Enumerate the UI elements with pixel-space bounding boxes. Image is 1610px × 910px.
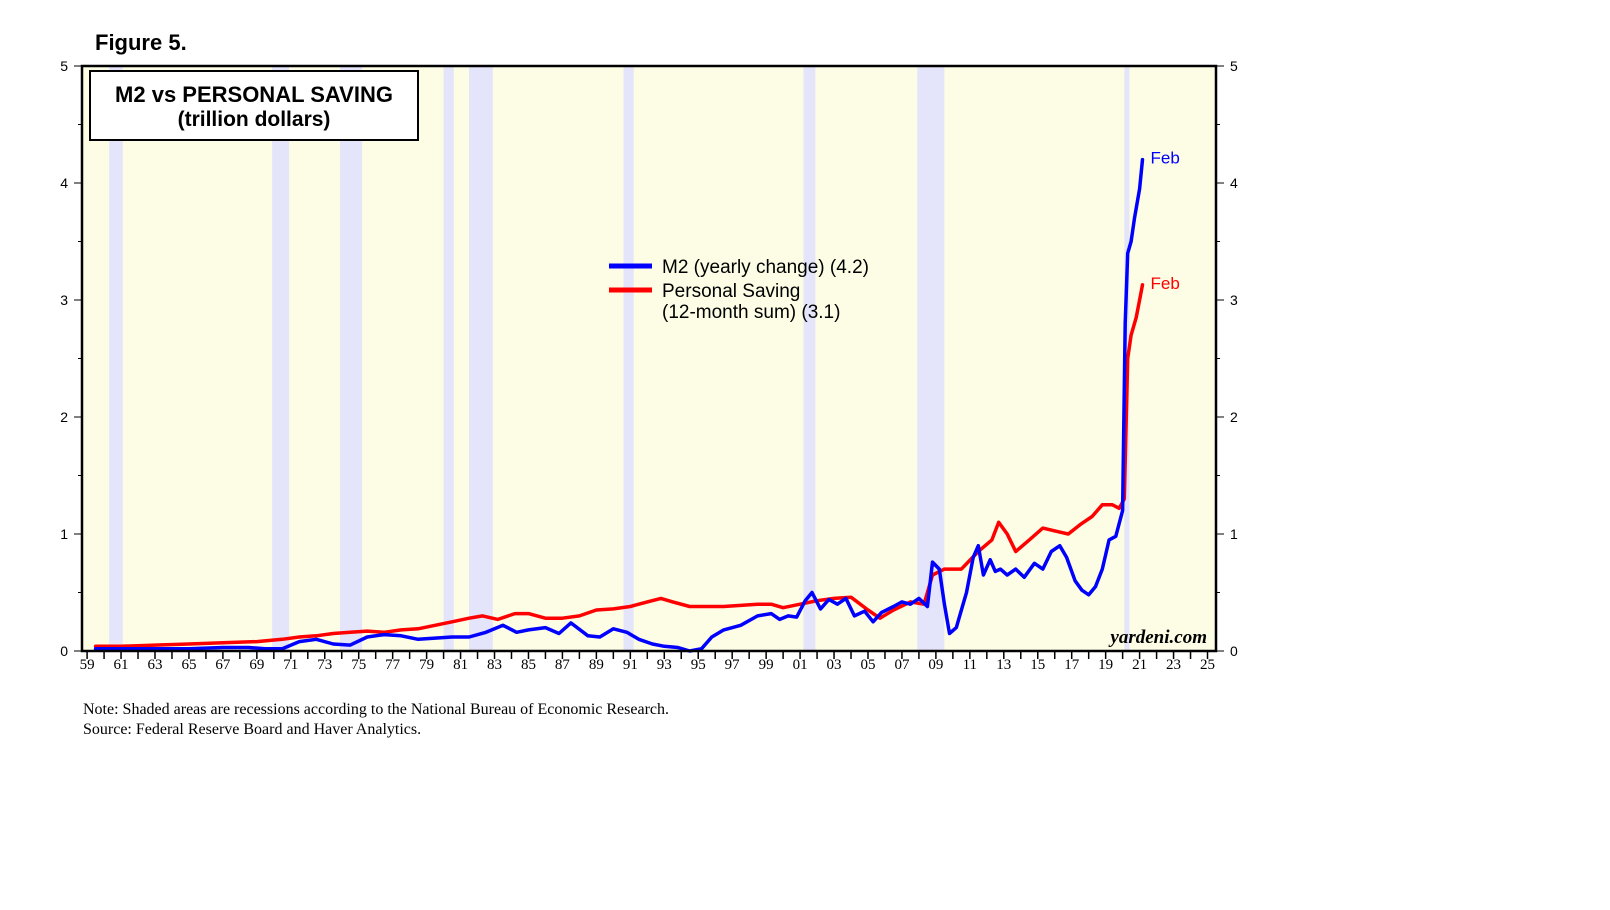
recession-band [917,66,945,651]
recession-band [623,66,634,651]
note-source: Source: Federal Reserve Board and Haver … [83,721,422,738]
y-tick-label-right: 3 [1230,292,1238,308]
x-tick-label: 61 [114,657,129,673]
legend: M2 (yearly change) (4.2) Personal Saving… [609,257,869,323]
y-tick-label-right: 0 [1230,643,1238,659]
x-tick-label: 73 [317,657,332,673]
recession-band [340,66,363,651]
y-tick-label-left: 1 [60,526,68,542]
recession-band [272,66,290,651]
plot-background [82,66,1216,651]
x-tick-label: 69 [249,657,264,673]
x-tick-label: 05 [860,657,875,673]
plot-frame [80,64,1218,653]
x-tick-label: 59 [80,657,95,673]
x-tick-label: 89 [589,657,604,673]
watermark: yardeni.com [1108,627,1207,648]
x-tick-label: 83 [487,657,502,673]
x-tick-label: 23 [1166,657,1181,673]
x-tick-label: 25 [1200,657,1215,673]
x-tick-label: 97 [725,657,741,673]
legend-m2-label: M2 (yearly change) (4.2) [662,257,869,278]
saving-line [93,283,1145,649]
saving-end-label: Feb [1150,274,1179,293]
y-tick-label-right: 5 [1230,58,1238,74]
recession-band [109,66,123,651]
x-tick-label: 11 [963,657,977,673]
axis-ticks: 0 01 12 23 34 45 559 61 63 65 67 69 71 73 75 77 79 81 83 85… [60,58,1238,673]
x-tick-label: 07 [894,657,910,673]
legend-saving-label: Personal Saving [662,281,800,302]
legend-saving-label-2: (12-month sum) (3.1) [662,302,840,323]
x-tick-label: 75 [351,657,366,673]
y-tick-label-left: 0 [60,643,68,659]
x-tick-label: 81 [453,657,468,673]
y-tick-label-left: 2 [60,409,68,425]
x-tick-label: 67 [215,657,231,673]
recession-band [443,66,454,651]
y-tick-label-left: 3 [60,292,68,308]
title-box-frame [89,70,419,141]
title-box: M2 vs PERSONAL SAVING (trillion dollars) [89,70,419,141]
chart-title: M2 vs PERSONAL SAVING [115,82,393,107]
y-tick-label-right: 1 [1230,526,1238,542]
x-tick-label: 15 [1030,657,1045,673]
x-tick-label: 17 [1064,657,1080,673]
x-tick-label: 85 [521,657,536,673]
x-tick-label: 71 [283,657,298,673]
recession-bands [109,66,1130,651]
y-tick-label-right: 2 [1230,409,1238,425]
chart-subtitle: (trillion dollars) [178,108,331,131]
x-tick-label: 99 [759,657,774,673]
y-tick-label-left: 5 [60,58,68,74]
x-tick-label: 01 [793,657,808,673]
m2-end-label: Feb [1150,149,1179,168]
x-tick-label: 93 [657,657,672,673]
x-tick-label: 91 [623,657,638,673]
chart: 0 01 12 23 34 45 559 61 63 65 67 69 71 73 75 77 79 81 83 85… [60,58,1238,673]
x-tick-label: 87 [555,657,571,673]
recession-band [803,66,816,651]
x-tick-label: 95 [691,657,706,673]
x-tick-label: 03 [827,657,842,673]
y-tick-label-right: 4 [1230,175,1238,191]
x-tick-label: 13 [996,657,1011,673]
x-tick-label: 63 [147,657,162,673]
x-tick-label: 19 [1098,657,1113,673]
x-tick-label: 09 [928,657,943,673]
x-tick-label: 79 [419,657,434,673]
series-lines [93,157,1145,653]
m2-line [93,157,1145,653]
recession-band [469,66,493,651]
x-tick-label: 65 [181,657,196,673]
figure-label: Figure 5. [95,30,187,55]
x-tick-label: 77 [385,657,401,673]
note: Note: Shaded areas are recessions accord… [83,700,669,740]
note-recessions: Note: Shaded areas are recessions accord… [83,701,669,718]
y-tick-label-left: 4 [60,175,68,191]
x-tick-label: 21 [1132,657,1147,673]
